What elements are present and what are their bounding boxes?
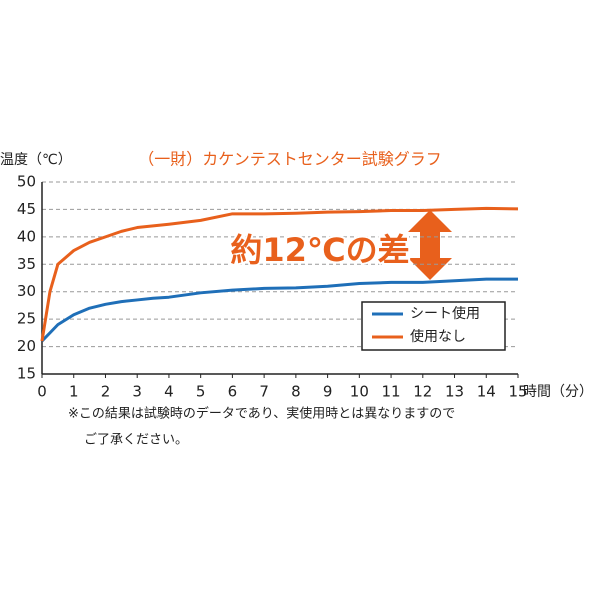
x-tick-label: 4 [164,383,174,401]
chart-title: （一財）カケンテストセンター試験グラフ [138,150,442,169]
y-tick-label: 25 [17,310,36,328]
annotation: 約12℃の差 [230,231,409,269]
x-tick-label: 7 [259,383,269,401]
y-axis-label: 温度（℃） [0,152,72,168]
note: ※この結果は試験時のデータであり、実使用時とは異なりますので [68,406,455,422]
x-tick-label: 11 [382,383,401,401]
x-tick-label: 13 [445,383,464,401]
x-tick-label: 10 [350,383,369,401]
series-line [40,206,519,342]
x-tick-label: 0 [37,383,47,401]
y-tick-label: 20 [17,337,36,355]
x-tick-label: 8 [291,383,301,401]
legend-label: シート使用 [410,305,480,322]
x-tick-label: 14 [477,383,496,401]
y-tick-label: 50 [17,173,36,191]
x-tick-label: 15 [508,383,527,401]
y-tick-label: 45 [17,200,36,218]
y-tick-label: 30 [17,282,36,300]
x-axis-label: 時間（分） [523,384,593,400]
double-arrow [408,210,452,280]
y-tick-label: 15 [17,365,36,383]
legend-label: 使用なし [410,328,466,345]
x-tick-label: 1 [69,383,79,401]
y-tick-label: 35 [17,255,36,273]
x-tick-label: 6 [228,383,238,401]
x-tick-label: 5 [196,383,206,401]
series-line [40,277,518,343]
x-tick-label: 2 [101,383,111,401]
x-tick-label: 12 [413,383,432,401]
x-tick-label: 3 [132,383,142,401]
y-tick-label: 40 [17,227,36,245]
note: ご了承ください。 [84,432,188,448]
legend-box [361,301,506,351]
x-tick-label: 9 [323,383,333,401]
